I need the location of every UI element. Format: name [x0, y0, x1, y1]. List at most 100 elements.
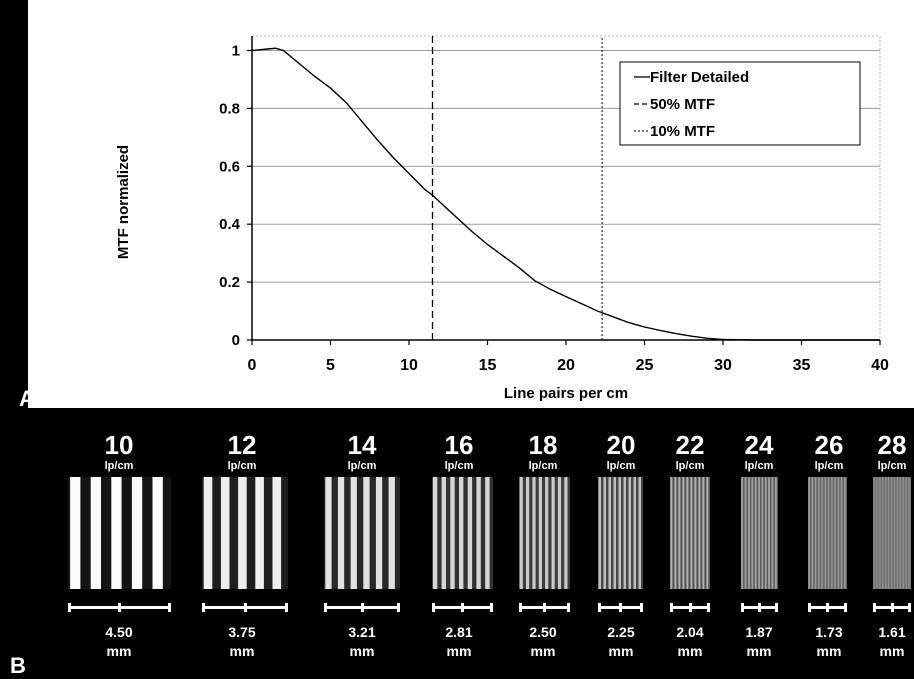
pattern-stripe [467, 477, 473, 589]
x-tick-label: 35 [793, 357, 811, 374]
pattern-stripe [758, 477, 760, 589]
scale-bar-tick [741, 603, 744, 612]
pattern-stripe [638, 477, 641, 589]
legend: Filter Detailed 50% MTF 10% MTF [619, 61, 861, 146]
pattern-stripe [908, 477, 910, 589]
pattern-stripe [618, 477, 621, 589]
x-tick-label: 30 [714, 357, 732, 374]
scale-bar [808, 603, 847, 613]
x-tick-label: 40 [871, 357, 889, 374]
scale-bar-tick [844, 603, 847, 612]
frequency-unit-label: lp/cm [104, 460, 134, 472]
pattern-stripe [670, 477, 673, 589]
pattern-stripe [551, 477, 555, 589]
scale-bar-tick [908, 603, 911, 612]
bar-pattern-image [202, 477, 288, 589]
x-tick-label: 5 [326, 357, 335, 374]
frequency-unit-label: lp/cm [877, 460, 907, 472]
scale-bar-tick [775, 603, 778, 612]
scale-bar-tick [202, 603, 205, 612]
bar-pattern-image [68, 477, 171, 589]
pattern-background [324, 477, 400, 589]
size-unit-label: mm [106, 643, 132, 659]
scale-bar-tick [118, 603, 121, 612]
frequency-label: 24 [744, 430, 774, 460]
scale-bar-tick [758, 603, 761, 612]
legend-label-10-mtf: 10% MTF [650, 123, 715, 140]
pattern-stripe [388, 477, 395, 589]
pattern-stripe [890, 477, 893, 589]
scale-bar-tick [890, 603, 894, 612]
pattern-stripe [608, 477, 611, 589]
scale-bar-tick [707, 603, 710, 612]
size-label: 3.75 [228, 624, 256, 640]
scale-bar-tick [432, 603, 435, 612]
pattern-stripe [808, 477, 810, 589]
frequency-unit-label: lp/cm [814, 460, 844, 472]
pattern-stripe [70, 477, 81, 589]
pattern-stripe [564, 477, 568, 589]
scale-bar-tick [543, 603, 546, 612]
pattern-stripe [706, 477, 709, 589]
pattern-stripe [111, 477, 122, 589]
pattern-stripe [238, 477, 247, 589]
frequency-label: 22 [675, 430, 705, 460]
frequency-unit-label: lp/cm [675, 460, 705, 472]
pattern-stripe [834, 477, 836, 589]
pattern-stripe [896, 477, 899, 589]
pattern-stripe [131, 477, 143, 589]
pattern-stripe [603, 477, 606, 589]
pattern-stripe [686, 477, 689, 589]
series-lines [251, 36, 880, 341]
pattern-stripe [879, 477, 881, 589]
pattern-stripe [887, 477, 890, 589]
size-unit-label: mm [816, 643, 842, 659]
pattern-stripe [485, 477, 490, 589]
pattern-stripe [741, 477, 743, 589]
series-line-filter-detailed [251, 47, 880, 341]
pattern-stripe [882, 477, 884, 589]
scale-bar [68, 603, 171, 613]
x-tick-label: 25 [636, 357, 654, 374]
size-label: 1.73 [815, 624, 843, 640]
pattern-stripe [840, 477, 843, 589]
pattern-background [808, 477, 847, 589]
pattern-stripe [526, 477, 530, 589]
bar-pattern-image [808, 477, 847, 589]
pattern-stripe [545, 477, 549, 589]
y-tick-label: 1 [232, 42, 240, 59]
panel-a-letter: A [19, 386, 35, 411]
x-tick-label: 20 [557, 357, 575, 374]
frequency-label: 12 [227, 430, 257, 460]
scale-bar-tick [243, 603, 247, 612]
bar-pattern-image [741, 477, 778, 589]
size-label: 2.25 [607, 624, 635, 640]
bar-pattern-image [873, 477, 911, 589]
scale-bar-tick [461, 603, 464, 612]
pattern-stripe [771, 477, 774, 589]
scale-bar-tick [490, 603, 493, 612]
frequency-unit-label: lp/cm [744, 460, 774, 472]
y-tick-label: 0.8 [219, 100, 240, 117]
pattern-stripe [476, 477, 481, 589]
resolution-patterns-panel: 10 lp/cm 4.50 mm 12 lp/cm 3.75 mm 14 lp/cm 3.21 mm 1… [0, 410, 914, 677]
pattern-stripe [613, 477, 616, 589]
x-tick-label: 15 [479, 357, 497, 374]
pattern-stripe [899, 477, 902, 589]
pattern-stripe [350, 477, 357, 589]
pattern-stripe [768, 477, 770, 589]
pattern-stripe [824, 477, 827, 589]
pattern-stripe [459, 477, 464, 589]
pattern-stripe [90, 477, 101, 589]
size-label: 1.61 [878, 624, 906, 640]
panel-b-letter: B [10, 653, 26, 678]
y-tick-label: 0.6 [219, 158, 240, 175]
pattern-stripe [876, 477, 878, 589]
scale-bar-tick [168, 603, 171, 612]
legend-label-filter-detailed: Filter Detailed [650, 69, 749, 86]
pattern-stripe [628, 477, 631, 589]
size-unit-label: mm [879, 643, 905, 659]
pattern-stripe [751, 477, 754, 589]
pattern-stripe [432, 477, 438, 589]
scale-bar-tick [519, 603, 522, 612]
